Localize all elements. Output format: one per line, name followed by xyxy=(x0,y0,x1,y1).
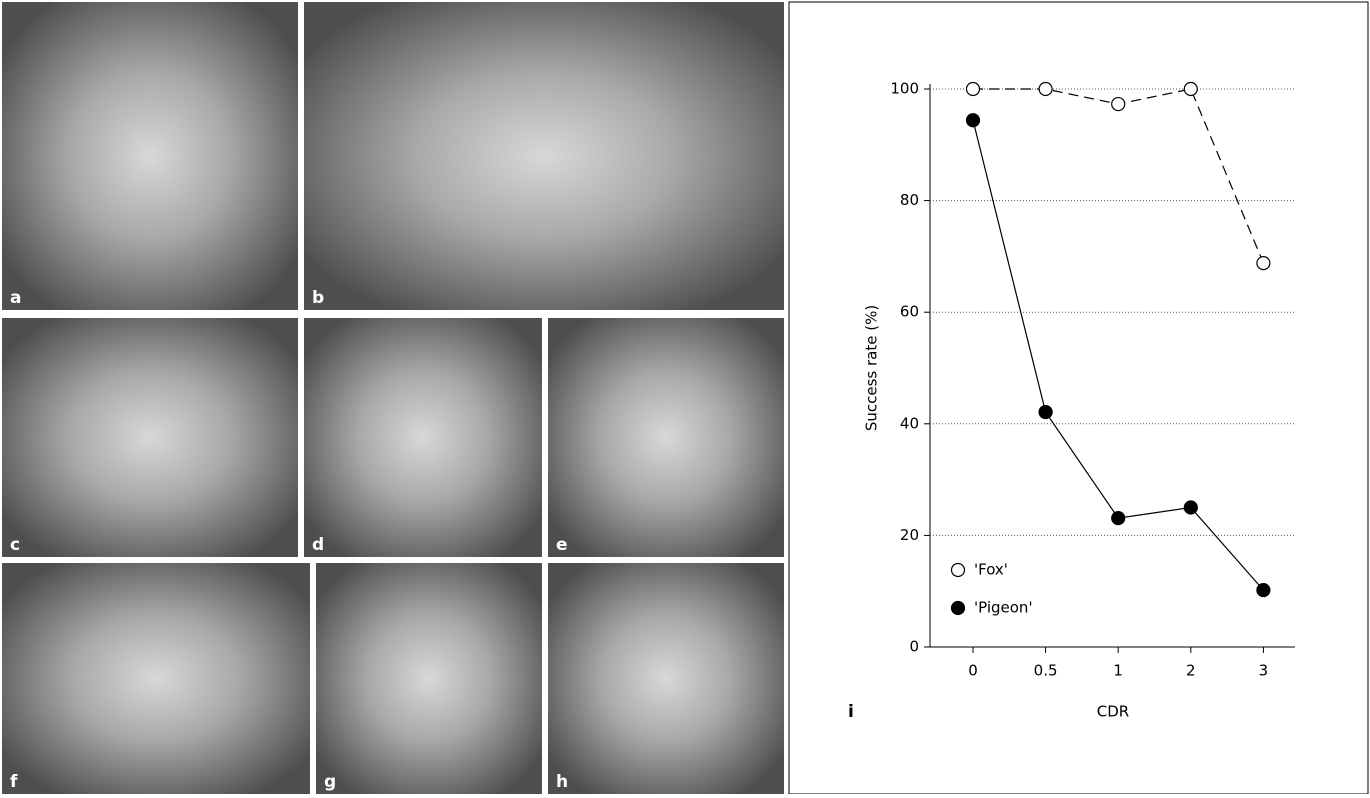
legend-marker xyxy=(952,564,965,577)
photo xyxy=(2,318,298,557)
y-tick-label: 80 xyxy=(900,191,919,209)
panel-label: i xyxy=(848,702,854,722)
photo xyxy=(316,563,542,794)
y-tick-label: 100 xyxy=(890,80,919,98)
photo xyxy=(304,318,542,557)
panel-label: b xyxy=(312,288,324,308)
figure: i CDR Success rate (%) abcdefgh020406080… xyxy=(0,0,1370,794)
data-point xyxy=(1184,83,1197,96)
photo xyxy=(2,563,310,794)
y-tick-label: 20 xyxy=(900,526,919,544)
x-tick-label: 3 xyxy=(1259,662,1269,680)
panel-label: d xyxy=(312,535,324,555)
panel-label: f xyxy=(10,772,18,792)
data-point xyxy=(1184,501,1197,514)
data-point xyxy=(1039,83,1052,96)
x-tick-label: 1 xyxy=(1113,662,1123,680)
data-point xyxy=(1112,512,1125,525)
data-point xyxy=(1257,257,1270,270)
y-tick-label: 0 xyxy=(909,638,919,656)
data-point xyxy=(967,83,980,96)
legend-label: 'Fox' xyxy=(974,561,1008,579)
panel-label: g xyxy=(324,772,336,792)
panel-label: c xyxy=(10,535,20,555)
photo xyxy=(548,563,784,794)
data-point xyxy=(967,114,980,127)
panel-label: h xyxy=(556,772,568,792)
legend-label: 'Pigeon' xyxy=(974,599,1033,617)
data-point xyxy=(1112,98,1125,111)
y-axis-label: Success rate (%) xyxy=(863,305,881,431)
x-tick-label: 2 xyxy=(1186,662,1196,680)
y-tick-label: 60 xyxy=(900,303,919,321)
x-tick-label: 0 xyxy=(968,662,978,680)
x-tick-label: 0.5 xyxy=(1034,662,1058,680)
x-axis-label: CDR xyxy=(1097,703,1129,721)
photo xyxy=(2,2,298,310)
data-point xyxy=(1257,584,1270,597)
series-line xyxy=(973,89,1263,263)
y-tick-label: 40 xyxy=(900,414,919,432)
panel-label: e xyxy=(556,535,568,555)
legend-marker xyxy=(952,602,965,615)
photo xyxy=(548,318,784,557)
photo xyxy=(304,2,784,310)
panel-label: a xyxy=(10,288,21,308)
data-point xyxy=(1039,406,1052,419)
